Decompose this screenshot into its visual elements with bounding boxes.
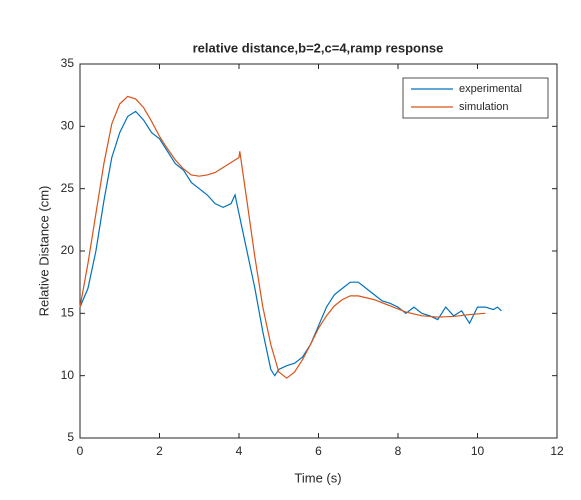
x-tick-label: 4 — [236, 444, 243, 458]
x-axis-label: Time (s) — [294, 470, 341, 485]
y-tick-label: 25 — [61, 181, 75, 195]
plot-area — [79, 63, 558, 439]
y-tick-label: 5 — [67, 430, 74, 444]
x-tick-label: 2 — [156, 444, 163, 458]
chart-title: relative distance,b=2,c=4,ramp response — [193, 40, 444, 55]
data-line — [79, 110, 502, 377]
legend-label: simulation — [459, 101, 509, 113]
data-line — [79, 95, 486, 379]
y-tick-label: 20 — [61, 243, 75, 257]
y-tick-label: 30 — [61, 119, 75, 133]
legend-label: experimental — [459, 83, 522, 95]
legend-box — [402, 77, 549, 119]
x-tick-label: 8 — [395, 444, 402, 458]
y-tick-label: 35 — [61, 56, 75, 70]
y-tick-label: 10 — [61, 368, 75, 382]
x-tick-label: 12 — [550, 444, 564, 458]
x-tick-label: 10 — [471, 444, 485, 458]
x-tick-label: 6 — [315, 444, 322, 458]
y-tick-label: 15 — [61, 306, 75, 320]
y-axis-label: Relative Distance (cm) — [36, 186, 51, 317]
x-tick-label: 0 — [77, 444, 84, 458]
